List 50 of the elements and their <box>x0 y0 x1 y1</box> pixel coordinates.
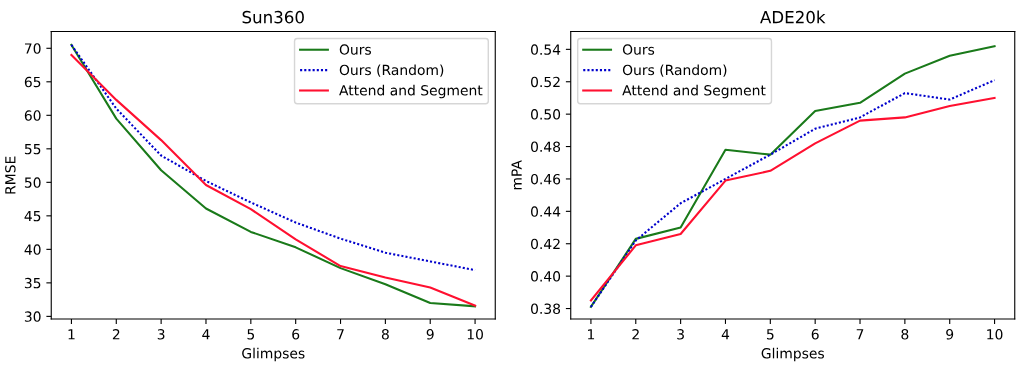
x-tick-label: 2 <box>112 329 120 340</box>
legend-label: Attend and Segment <box>622 84 766 99</box>
y-tick-label: 30 <box>24 311 41 322</box>
y-tick-label: 40 <box>24 244 41 255</box>
y-tick-label: 70 <box>24 43 41 54</box>
legend-label: Attend and Segment <box>339 84 483 99</box>
y-tick-label: 0.50 <box>531 109 561 120</box>
y-tick-label: 55 <box>24 143 41 155</box>
y-tick-label: 45 <box>24 211 41 222</box>
chart-title: Sun360 <box>242 10 304 24</box>
y-tick-label: 60 <box>24 110 41 121</box>
y-axis-title: RMSE <box>5 156 16 194</box>
x-tick-label: 4 <box>202 329 210 340</box>
x-tick-label: 7 <box>856 329 864 340</box>
y-tick-label: 0.52 <box>531 76 560 88</box>
y-tick-label: 65 <box>24 76 41 88</box>
x-tick-label: 7 <box>337 329 344 340</box>
x-tick-label: 6 <box>811 329 819 340</box>
x-axis-title: Glimpses <box>242 347 305 362</box>
y-axis-title: mPA <box>511 160 522 190</box>
y-tick-label: 0.54 <box>531 44 561 55</box>
x-tick-label: 5 <box>766 329 774 340</box>
x-tick-label: 10 <box>987 329 1003 340</box>
x-tick-label: 8 <box>381 329 389 340</box>
y-tick-label: 0.40 <box>531 271 561 282</box>
y-tick-label: 0.42 <box>531 238 560 250</box>
x-axis-title: Glimpses <box>761 347 824 362</box>
x-tick-label: 3 <box>677 329 684 340</box>
y-tick-label: 0.44 <box>531 206 561 217</box>
x-tick-label: 5 <box>247 329 255 340</box>
x-tick-label: 10 <box>467 329 483 340</box>
legend-label: Ours <box>622 44 655 55</box>
x-tick-label: 3 <box>157 329 165 340</box>
y-tick-label: 35 <box>24 277 41 289</box>
y-tick-label: 0.48 <box>531 141 561 153</box>
x-tick-label: 8 <box>901 329 909 340</box>
x-tick-label: 2 <box>632 329 639 340</box>
y-tick-label: 0.46 <box>531 173 561 185</box>
y-tick-label: 0.38 <box>531 303 561 315</box>
x-tick-label: 1 <box>68 329 75 340</box>
x-tick-label: 4 <box>721 329 730 340</box>
x-tick-label: 9 <box>946 329 954 340</box>
legend-label: Ours <box>339 44 371 55</box>
x-tick-label: 9 <box>426 329 434 340</box>
chart-title: ADE20k <box>760 10 826 24</box>
x-tick-label: 6 <box>292 329 300 340</box>
legend-label: Ours (Random) <box>622 64 727 77</box>
legend-label: Ours (Random) <box>339 64 444 77</box>
x-tick-label: 1 <box>588 329 595 340</box>
y-tick-label: 50 <box>24 177 41 188</box>
